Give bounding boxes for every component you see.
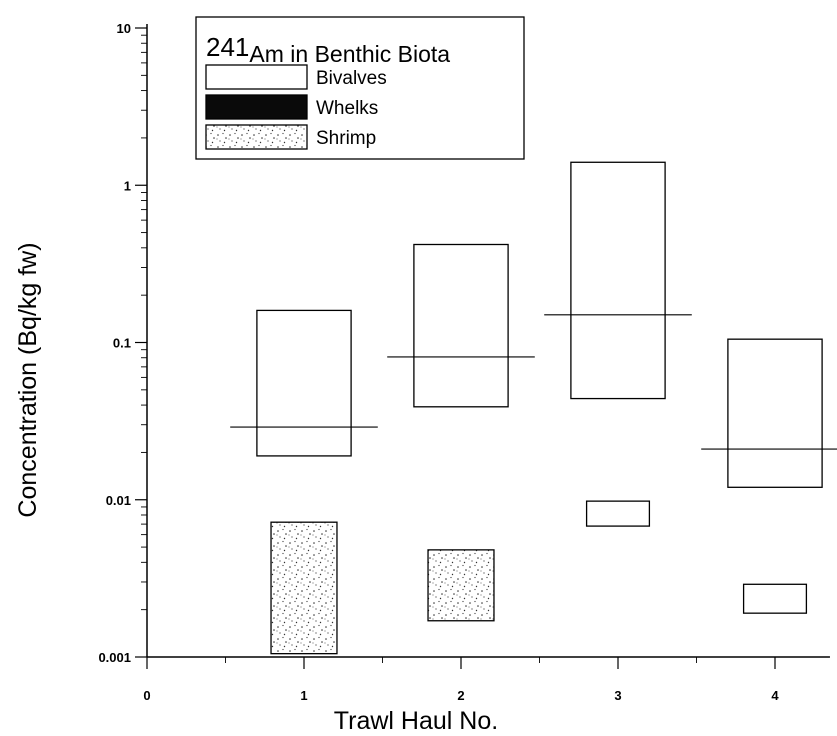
- y-tick-label: 1: [124, 178, 131, 193]
- whelks-box: [742, 583, 808, 614]
- legend-label-shrimp: Shrimp: [316, 128, 376, 149]
- x-tick-label: 0: [143, 688, 150, 703]
- axes: 0.001 0.01 0.1 1 10 0 1 2 3 4: [98, 21, 830, 703]
- y-tick-label: 0.01: [106, 493, 131, 508]
- x-tick-label: 4: [771, 688, 779, 703]
- legend: 241Am in Benthic Biota Bivalves Whelks Shr…: [195, 16, 525, 160]
- whelks-box: [585, 500, 651, 527]
- legend-label-bivalves: Bivalves: [316, 68, 387, 89]
- bivalves-box: [413, 243, 509, 408]
- bivalves-box: [727, 338, 823, 488]
- y-axis-title: Concentration (Bq/kg fw): [14, 242, 42, 517]
- legend-items: Bivalves Whelks Shrimp: [205, 64, 387, 150]
- shrimp-box: [270, 521, 338, 655]
- bivalves-box: [570, 161, 666, 400]
- legend-title-text: Am in Benthic Biota: [249, 41, 450, 67]
- shrimp-box: [427, 549, 495, 622]
- legend-swatch-bivalves: [205, 64, 308, 90]
- legend-swatch-whelks: [205, 94, 308, 120]
- legend-label-whelks: Whelks: [316, 98, 378, 119]
- y-tick-label: 0.001: [98, 650, 131, 665]
- legend-title-superscript: 241: [206, 32, 249, 62]
- y-tick-label: 10: [117, 21, 131, 36]
- y-tick-label: 0.1: [113, 336, 131, 351]
- x-tick-label: 2: [457, 688, 464, 703]
- legend-title: 241Am in Benthic Biota: [206, 32, 450, 67]
- bivalves-box: [256, 309, 352, 457]
- x-tick-label: 1: [300, 688, 307, 703]
- box-layer: [230, 161, 837, 655]
- x-tick-label: 3: [614, 688, 621, 703]
- legend-swatch-shrimp: [205, 124, 308, 150]
- x-axis-title: Trawl Haul No.: [334, 707, 498, 735]
